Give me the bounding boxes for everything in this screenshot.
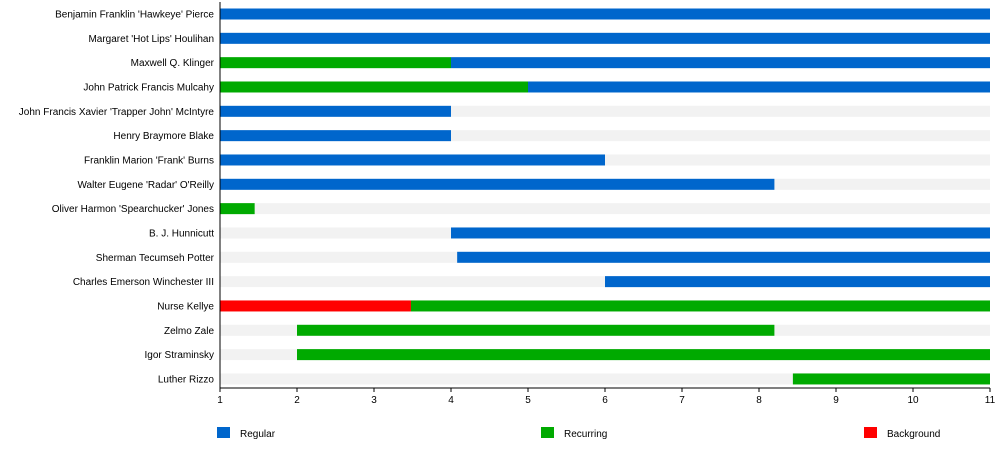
bar-segment-regular <box>605 276 990 288</box>
bar-segment-recurring <box>410 300 991 312</box>
row-label: Igor Straminsky <box>145 350 214 361</box>
bar-segment-recurring <box>220 203 255 215</box>
row-label: Charles Emerson Winchester III <box>73 277 214 288</box>
row-label: Walter Eugene 'Radar' O'Reilly <box>77 180 214 191</box>
x-tick-label: 11 <box>985 395 996 406</box>
x-tick-label: 5 <box>525 395 531 406</box>
row-label: John Patrick Francis Mulcahy <box>83 82 214 93</box>
bar-segment-regular <box>220 105 451 117</box>
row-label: B. J. Hunnicutt <box>149 228 214 239</box>
row-label: Franklin Marion 'Frank' Burns <box>84 155 214 166</box>
bar-segment-recurring <box>297 349 990 361</box>
row-label: Henry Braymore Blake <box>113 131 214 142</box>
x-tick-label: 4 <box>448 395 454 406</box>
row-label: Nurse Kellye <box>157 301 214 312</box>
bar-segment-regular <box>528 81 990 93</box>
bar-segment-recurring <box>792 373 990 385</box>
x-tick-label: 3 <box>371 395 377 406</box>
bar-segment-background <box>220 300 411 312</box>
x-tick-label: 7 <box>679 395 685 406</box>
row-track <box>220 203 990 215</box>
bar-segment-regular <box>220 8 990 20</box>
legend-label: Background <box>887 429 940 440</box>
x-tick-label: 6 <box>602 395 608 406</box>
bar-segment-regular <box>220 32 990 44</box>
x-tick-label: 2 <box>294 395 300 406</box>
bar-segment-regular <box>451 57 990 69</box>
bar-segment-recurring <box>297 324 775 336</box>
bar-segment-regular <box>457 251 990 263</box>
x-tick-label: 9 <box>833 395 839 406</box>
row-track <box>220 130 990 142</box>
row-label: John Francis Xavier 'Trapper John' McInt… <box>19 107 215 118</box>
bar-segment-recurring <box>220 81 528 93</box>
bar-segment-recurring <box>220 57 451 69</box>
row-label: Zelmo Zale <box>164 326 214 337</box>
bar-segment-regular <box>220 154 605 166</box>
legend-swatch-background <box>864 427 877 438</box>
row-label: Margaret 'Hot Lips' Houlihan <box>88 34 214 45</box>
row-label: Oliver Harmon 'Spearchucker' Jones <box>52 204 214 215</box>
bar-segment-regular <box>220 130 451 142</box>
legend-label: Regular <box>240 429 276 440</box>
row-label: Sherman Tecumseh Potter <box>96 253 215 264</box>
legend-swatch-regular <box>217 427 230 438</box>
legend-swatch-recurring <box>541 427 554 438</box>
bar-segment-regular <box>220 178 775 190</box>
row-label: Luther Rizzo <box>158 374 215 385</box>
bar-segment-regular <box>451 227 990 239</box>
x-tick-label: 8 <box>756 395 762 406</box>
x-tick-label: 1 <box>217 395 223 406</box>
row-label: Maxwell Q. Klinger <box>131 58 215 69</box>
x-tick-label: 10 <box>907 395 919 406</box>
row-track <box>220 105 990 117</box>
row-label: Benjamin Franklin 'Hawkeye' Pierce <box>55 10 214 21</box>
legend-label: Recurring <box>564 429 607 440</box>
row-track <box>220 373 990 385</box>
